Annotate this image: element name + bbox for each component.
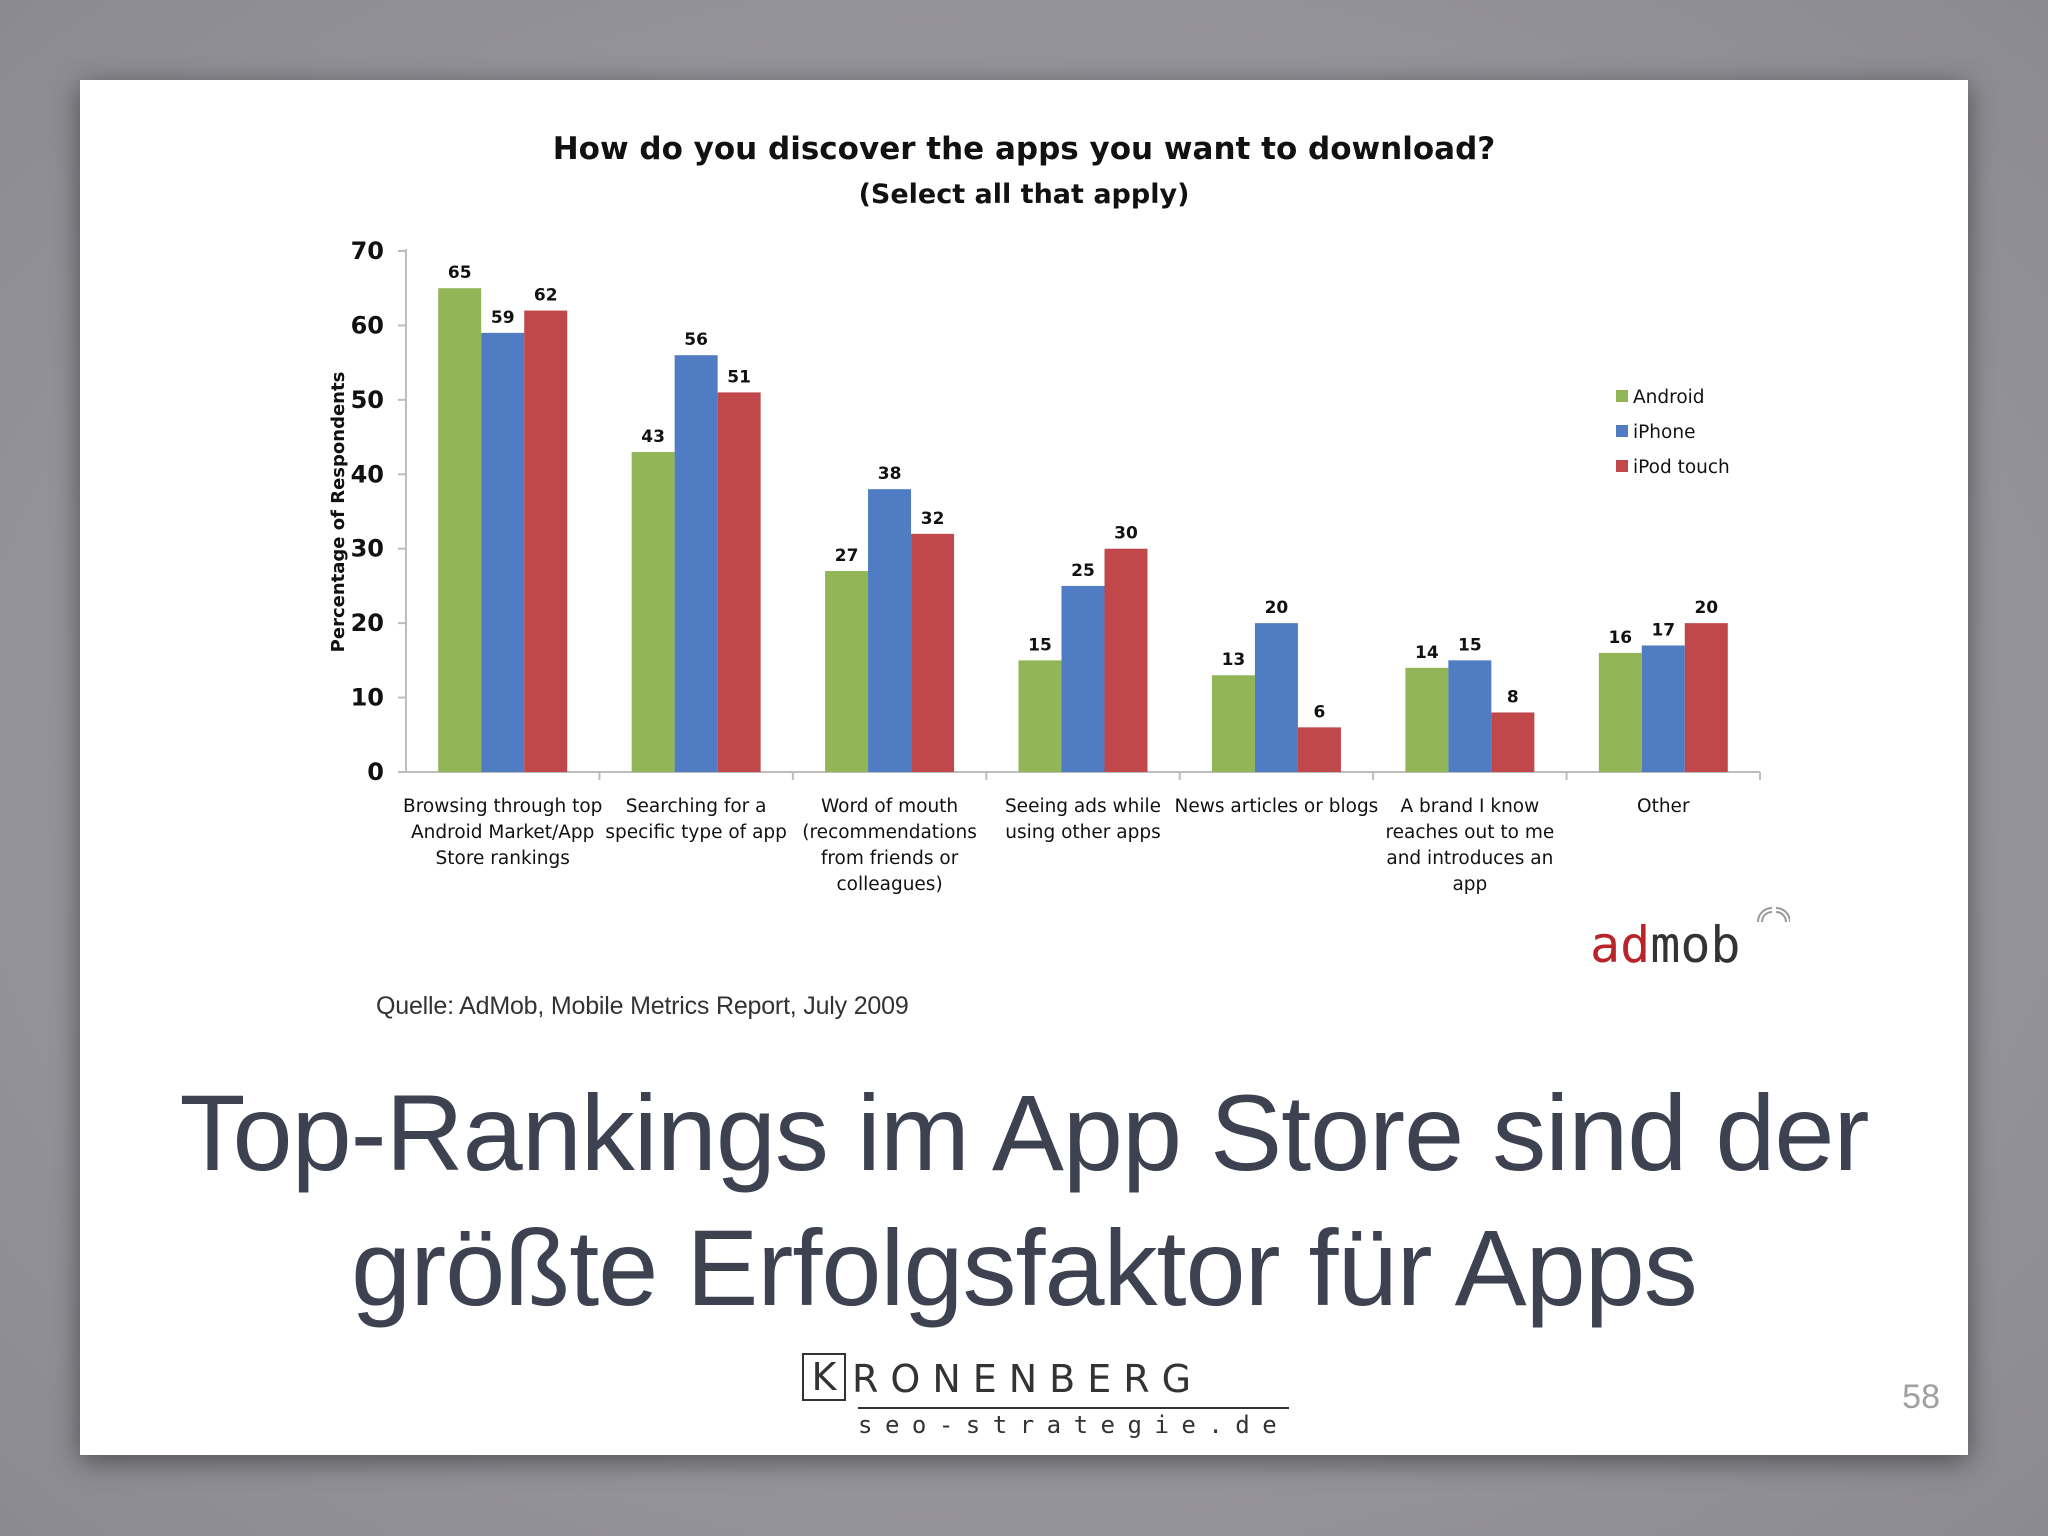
- brand-name-rest: RONENBERG: [852, 1357, 1204, 1401]
- bar-ipod-touch: [1684, 623, 1728, 772]
- y-tick-label: 60: [351, 311, 384, 339]
- bar-ipod-touch: [1104, 548, 1148, 772]
- y-tick-label: 0: [367, 758, 384, 786]
- bar-ipod-touch: [1491, 712, 1535, 772]
- x-category-label: reaches out to me: [1385, 822, 1554, 843]
- data-label: 17: [1651, 620, 1675, 640]
- data-label: 25: [1071, 561, 1095, 581]
- source-note: Quelle: AdMob, Mobile Metrics Report, Ju…: [376, 992, 909, 1020]
- admob-mob-text: mob: [1650, 916, 1740, 974]
- y-tick-label: 50: [351, 386, 384, 414]
- data-label: 6: [1314, 702, 1326, 722]
- bar-android: [1211, 675, 1255, 772]
- bar-iphone: [868, 489, 912, 772]
- chart-subtitle: (Select all that apply): [859, 179, 1190, 210]
- data-label: 20: [1265, 598, 1289, 618]
- data-label: 8: [1507, 687, 1519, 707]
- x-category-label: (recommendations: [802, 822, 977, 843]
- legend-swatch: [1616, 390, 1628, 402]
- y-tick-label: 30: [351, 535, 384, 563]
- x-category-label: colleagues): [836, 874, 942, 895]
- data-label: 38: [878, 464, 902, 484]
- admob-ad-text: ad: [1590, 916, 1650, 974]
- data-label: 15: [1028, 635, 1052, 655]
- legend-label: Android: [1633, 387, 1705, 408]
- data-label: 16: [1608, 628, 1632, 648]
- x-category-label: Seeing ads while: [1005, 796, 1161, 817]
- svg-text:admob: admob: [1590, 916, 1741, 974]
- bar-iphone: [1061, 585, 1105, 772]
- x-category-label: Android Market/App: [411, 822, 594, 843]
- y-tick-label: 10: [351, 684, 384, 712]
- data-label: 27: [835, 546, 859, 566]
- y-tick-label: 40: [351, 460, 384, 488]
- data-label: 30: [1114, 524, 1138, 544]
- brand-wordmark: K RONENBERG: [802, 1353, 1203, 1405]
- bar-ipod-touch: [1297, 727, 1341, 772]
- x-category-label: using other apps: [1005, 822, 1160, 843]
- bar-ipod-touch: [524, 310, 568, 772]
- legend-swatch: [1616, 460, 1628, 472]
- data-label: 20: [1694, 598, 1718, 618]
- y-tick-label: 20: [351, 609, 384, 637]
- data-label: 51: [727, 367, 751, 387]
- data-label: 62: [534, 286, 558, 306]
- x-category-label: app: [1452, 874, 1487, 895]
- bar-iphone: [674, 355, 718, 772]
- bar-chart: How do you discover the apps you want to…: [328, 131, 1761, 895]
- x-category-label: from friends or: [821, 848, 959, 869]
- x-category-label: Browsing through top: [403, 796, 602, 817]
- y-tick-label: 70: [351, 237, 384, 265]
- slide-headline: Top-Rankings im App Store sind der größt…: [80, 1065, 1968, 1335]
- data-label: 14: [1415, 643, 1439, 663]
- bar-iphone: [1254, 623, 1298, 772]
- data-label: 32: [921, 509, 945, 529]
- chart-title: How do you discover the apps you want to…: [553, 131, 1496, 167]
- bar-iphone: [1448, 660, 1492, 772]
- brand-initial-box: K: [802, 1353, 846, 1401]
- x-category-label: and introduces an: [1386, 848, 1553, 869]
- bar-android: [825, 571, 869, 772]
- bar-iphone: [481, 332, 525, 772]
- data-label: 13: [1222, 650, 1246, 670]
- bar-android: [1405, 667, 1449, 772]
- y-axis-label: Percentage of Respondents: [328, 372, 349, 653]
- x-category-label: A brand I know: [1400, 796, 1539, 817]
- bar-ipod-touch: [717, 392, 761, 772]
- bar-android: [1018, 660, 1062, 772]
- data-label: 59: [491, 308, 515, 328]
- slide: How do you discover the apps you want to…: [80, 80, 1968, 1455]
- admob-logo: admob: [1590, 900, 1791, 985]
- x-category-label: specific type of app: [605, 822, 787, 843]
- legend-swatch: [1616, 425, 1628, 437]
- brand-domain: seo-strategie.de: [858, 1407, 1290, 1439]
- x-category-label: News articles or blogs: [1175, 796, 1379, 817]
- bar-android: [631, 451, 675, 772]
- bar-android: [1598, 652, 1642, 772]
- page-number: 58: [1902, 1378, 1940, 1416]
- x-category-label: Other: [1637, 796, 1690, 817]
- x-category-label: Word of mouth: [821, 796, 958, 817]
- headline-line-1: Top-Rankings im App Store sind der: [179, 1072, 1870, 1193]
- x-category-label: Searching for a: [626, 796, 767, 817]
- headline-line-2: größte Erfolgsfaktor für Apps: [351, 1207, 1698, 1328]
- data-label: 56: [684, 330, 708, 350]
- legend-label: iPhone: [1633, 422, 1695, 443]
- x-category-label: Store rankings: [436, 848, 570, 869]
- bar-android: [438, 288, 482, 772]
- bar-ipod-touch: [911, 533, 955, 772]
- data-label: 15: [1458, 635, 1482, 655]
- kronenberg-logo: K RONENBERG seo-strategie.de: [802, 1353, 1290, 1439]
- data-label: 65: [448, 263, 472, 283]
- bar-iphone: [1641, 645, 1685, 772]
- legend-label: iPod touch: [1633, 457, 1730, 478]
- data-label: 43: [641, 427, 665, 447]
